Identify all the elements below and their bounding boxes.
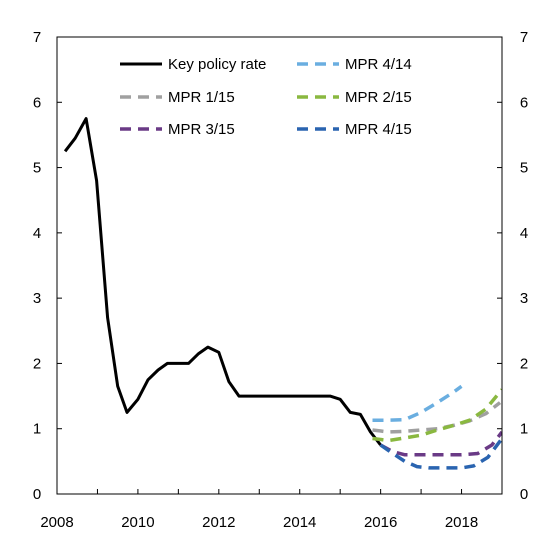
series-line-0	[63, 117, 382, 446]
x-tick-label: 2012	[202, 514, 235, 531]
y-tick-label-left: 1	[33, 421, 41, 438]
legend-label: MPR 1/15	[168, 89, 235, 106]
y-tick-label-right: 1	[520, 421, 528, 438]
y-tick-label-left: 3	[33, 290, 41, 307]
y-tick-label-right: 2	[520, 355, 528, 372]
legend-label: MPR 2/15	[345, 89, 412, 106]
series-line-3	[372, 388, 502, 443]
series-line-5	[379, 437, 502, 470]
x-tick-label: 2008	[40, 514, 73, 531]
series-line-1	[372, 384, 463, 422]
y-tick-label-left: 2	[33, 355, 41, 372]
y-tick-label-left: 0	[33, 486, 41, 503]
legend-label: MPR 4/14	[345, 56, 412, 73]
y-tick-label-left: 7	[33, 29, 41, 46]
legend-label: Key policy rate	[168, 56, 266, 73]
legend: Key policy rate MPR 4/14 MPR 1/15 MPR 2/15 M…	[120, 56, 412, 138]
series-line-2	[372, 401, 502, 434]
y-tick-label-right: 0	[520, 486, 528, 503]
series-layer	[63, 117, 502, 470]
y-tick-label-right: 3	[520, 290, 528, 307]
legend-label: MPR 4/15	[345, 121, 412, 138]
legend-label: MPR 3/15	[168, 121, 235, 138]
plot-frame	[56, 36, 503, 495]
axes-layer: 0 0 1 1 2 2 3 3 4 4 5 5 6 6 7 7 2008 2010 2012 2014 2016 2018	[33, 29, 528, 531]
x-tick-label: 2016	[364, 514, 397, 531]
x-tick-label: 2010	[121, 514, 154, 531]
x-tick-label: 2018	[445, 514, 478, 531]
x-tick-label: 2014	[283, 514, 316, 531]
y-tick-label-right: 7	[520, 29, 528, 46]
series-line-4	[379, 430, 502, 457]
y-tick-label-left: 4	[33, 225, 41, 242]
y-tick-label-left: 6	[33, 94, 41, 111]
y-tick-label-right: 5	[520, 160, 528, 177]
y-tick-label-right: 6	[520, 94, 528, 111]
y-tick-label-right: 4	[520, 225, 528, 242]
y-tick-label-left: 5	[33, 160, 41, 177]
